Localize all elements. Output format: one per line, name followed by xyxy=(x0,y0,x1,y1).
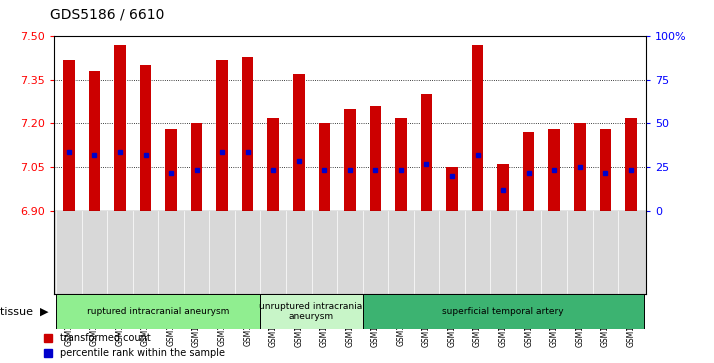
Bar xyxy=(63,60,75,211)
Bar xyxy=(56,294,261,329)
Bar xyxy=(293,74,304,211)
Bar xyxy=(370,106,381,211)
Bar xyxy=(625,118,637,211)
Bar xyxy=(498,164,509,211)
Bar xyxy=(344,109,356,211)
Bar xyxy=(396,118,407,211)
Text: tissue  ▶: tissue ▶ xyxy=(0,306,49,316)
Bar xyxy=(166,129,177,211)
Bar xyxy=(261,294,363,329)
Bar xyxy=(318,123,330,211)
Bar xyxy=(446,167,458,211)
Text: superficial temporal artery: superficial temporal artery xyxy=(442,307,564,316)
Text: GDS5186 / 6610: GDS5186 / 6610 xyxy=(50,8,164,22)
Bar xyxy=(574,123,585,211)
Text: ruptured intracranial aneurysm: ruptured intracranial aneurysm xyxy=(87,307,229,316)
Bar xyxy=(191,123,202,211)
Bar xyxy=(242,57,253,211)
Text: unruptured intracranial
aneurysm: unruptured intracranial aneurysm xyxy=(258,302,364,321)
Legend: transformed count, percentile rank within the sample: transformed count, percentile rank withi… xyxy=(44,333,225,358)
Bar xyxy=(363,294,643,329)
Bar xyxy=(268,118,279,211)
Bar xyxy=(421,94,432,211)
Bar xyxy=(523,132,534,211)
Bar xyxy=(216,60,228,211)
Bar xyxy=(140,65,151,211)
Bar xyxy=(472,45,483,211)
Bar xyxy=(548,129,560,211)
Bar xyxy=(114,45,126,211)
Bar xyxy=(89,71,100,211)
Bar xyxy=(600,129,611,211)
